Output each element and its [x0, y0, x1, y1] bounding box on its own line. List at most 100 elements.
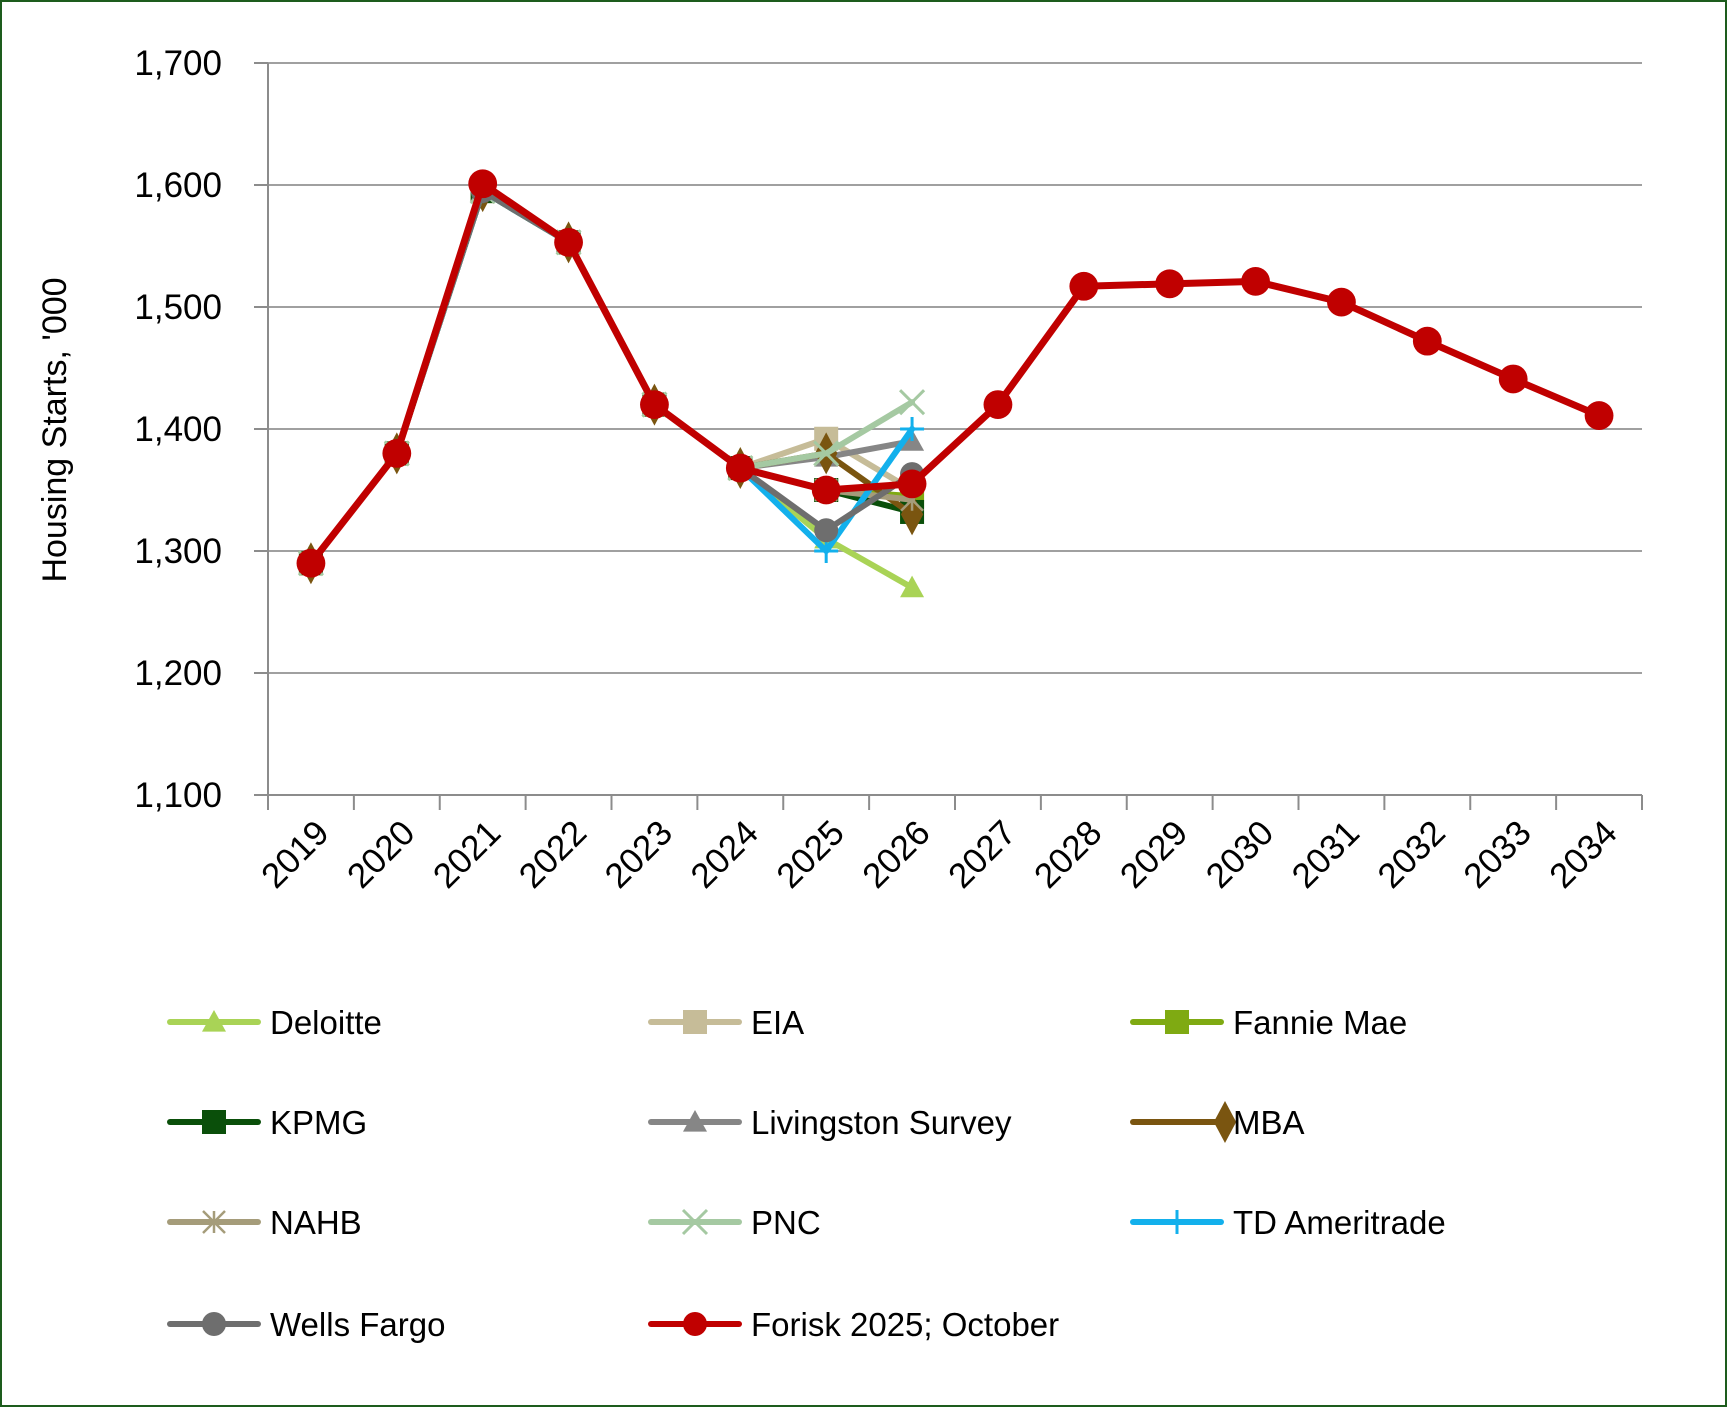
- marker-circle: [1241, 266, 1270, 296]
- marker-plus: [814, 539, 839, 563]
- series-line: [307, 188, 916, 567]
- marker-circle: [1327, 287, 1356, 317]
- marker-square: [1165, 1010, 1189, 1034]
- x-tick-label: 2023: [597, 813, 680, 896]
- series-nahb: [299, 179, 924, 576]
- marker-plus: [1165, 1210, 1189, 1234]
- marker-circle: [1412, 326, 1442, 356]
- marker-triangle: [202, 1010, 226, 1032]
- marker-circle: [814, 518, 839, 543]
- series-pnc: [297, 178, 926, 577]
- legend-item: TD Ameritrade: [1130, 1204, 1446, 1241]
- series-line: [307, 188, 916, 567]
- series-line: [307, 188, 916, 567]
- series-livingston-survey: [298, 179, 925, 573]
- x-tick-label: 2030: [1199, 813, 1282, 896]
- marker-x: [681, 1208, 709, 1236]
- x-tick-label: 2020: [340, 813, 423, 896]
- marker-square: [683, 1010, 707, 1034]
- axes: [254, 63, 1643, 810]
- x-tick-label: 2029: [1113, 813, 1196, 896]
- legend-item: Wells Fargo: [167, 1306, 445, 1343]
- x-tick-label: 2028: [1027, 813, 1110, 896]
- series-kpmg: [298, 179, 925, 576]
- marker-circle: [897, 469, 927, 499]
- series-fannie-mae: [298, 179, 925, 576]
- marker-circle: [1069, 271, 1099, 301]
- gridlines: [254, 62, 1642, 796]
- y-tick-label: 1,700: [134, 44, 222, 83]
- x-tick-label: 2032: [1370, 813, 1453, 896]
- y-tick-label: 1,500: [134, 288, 222, 327]
- marker-square: [202, 1110, 226, 1134]
- marker-circle: [382, 439, 412, 468]
- x-tick-label: 2019: [254, 813, 337, 896]
- marker-circle: [983, 390, 1013, 419]
- legend-label: Forisk 2025; October: [751, 1306, 1059, 1343]
- legend-label: KPMG: [270, 1104, 367, 1141]
- x-tick-label: 2024: [683, 813, 766, 896]
- legend-item: NAHB: [167, 1204, 362, 1241]
- marker-circle: [468, 169, 498, 199]
- series-line: [307, 188, 916, 567]
- marker-circle: [554, 227, 583, 257]
- legend-item: Deloitte: [167, 1004, 382, 1041]
- legend-label: NAHB: [270, 1204, 362, 1241]
- legend-item: Forisk 2025; October: [648, 1306, 1059, 1343]
- marker-circle: [296, 548, 326, 578]
- x-tick-label: 2026: [855, 813, 938, 896]
- y-tick-label: 1,400: [134, 410, 222, 449]
- marker-circle: [202, 1312, 226, 1336]
- legend-label: PNC: [751, 1204, 821, 1241]
- marker-triangle: [683, 1110, 707, 1132]
- marker-diamond: [1213, 1101, 1237, 1143]
- y-tick-label: 1,200: [134, 654, 222, 693]
- marker-asterisk: [202, 1210, 226, 1234]
- legend-label: EIA: [751, 1004, 804, 1041]
- marker-circle: [811, 475, 841, 505]
- legend-label: Livingston Survey: [751, 1104, 1012, 1141]
- x-tick-label: 2031: [1284, 813, 1367, 896]
- legend-label: MBA: [1233, 1104, 1305, 1141]
- marker-plus: [900, 417, 925, 441]
- legend-label: Fannie Mae: [1233, 1004, 1407, 1041]
- marker-circle: [1584, 401, 1614, 430]
- series: [296, 169, 1614, 598]
- series-forisk-2025-october: [296, 169, 1614, 578]
- y-tick-label: 1,100: [134, 776, 222, 815]
- y-tick-label: 1,600: [134, 166, 222, 205]
- series-line: [307, 188, 916, 567]
- marker-circle: [1155, 269, 1185, 299]
- marker-x: [813, 440, 840, 467]
- series-wells-fargo: [298, 179, 925, 576]
- series-line: [307, 180, 1603, 567]
- marker-circle: [640, 390, 669, 419]
- legend-item: EIA: [648, 1004, 804, 1041]
- legend-item: Livingston Survey: [648, 1104, 1012, 1141]
- marker-circle: [683, 1312, 707, 1336]
- y-tick-labels: 1,100 1,200 1,300 1,400 1,500 1,600 1,700: [134, 44, 222, 815]
- x-tick-label: 2025: [769, 813, 852, 896]
- legend: Deloitte EIA Fannie Mae KPMG Livingston Surv…: [167, 1004, 1446, 1343]
- marker-circle: [725, 453, 755, 483]
- series-line: [307, 188, 916, 567]
- legend-label: TD Ameritrade: [1233, 1204, 1446, 1241]
- x-tick-label: 2022: [512, 813, 595, 896]
- x-tick-label: 2034: [1542, 813, 1625, 896]
- series-line: [307, 188, 916, 567]
- legend-label: Deloitte: [270, 1004, 382, 1041]
- marker-circle: [1498, 364, 1528, 394]
- marker-x: [899, 389, 926, 416]
- x-tick-label: 2027: [941, 813, 1024, 896]
- series-line: [307, 188, 916, 567]
- series-td-ameritrade: [298, 179, 925, 576]
- y-tick-label: 1,300: [134, 532, 222, 571]
- y-axis-title: Housing Starts, '000: [36, 277, 74, 582]
- x-tick-label: 2021: [426, 813, 509, 896]
- legend-item: PNC: [648, 1204, 821, 1241]
- x-tick-label: 2033: [1456, 813, 1539, 896]
- legend-item: MBA: [1130, 1101, 1305, 1143]
- series-line: [307, 188, 916, 567]
